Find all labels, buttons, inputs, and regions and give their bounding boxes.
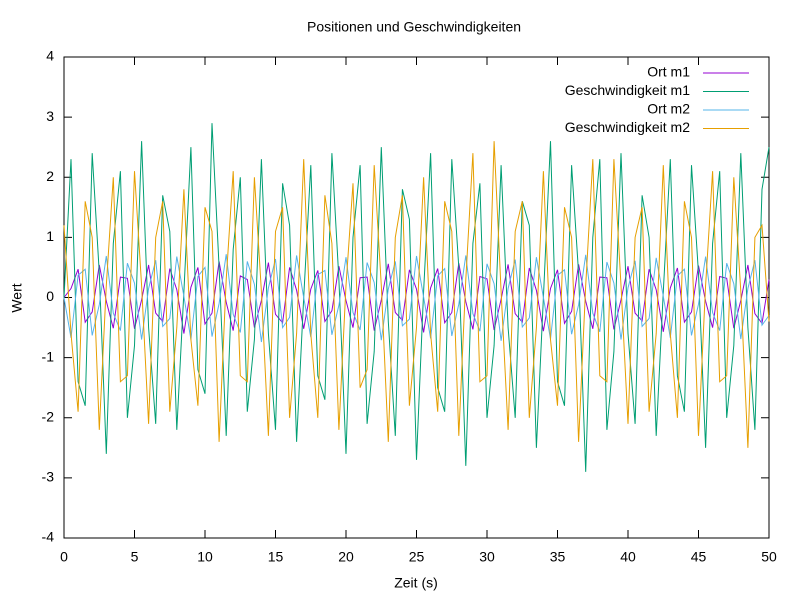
y-tick-label: 3 [46, 108, 54, 124]
y-tick-label: -3 [42, 469, 55, 485]
x-tick-label: 10 [197, 549, 213, 565]
y-tick-label: -2 [42, 408, 55, 424]
series-line [63, 141, 770, 448]
x-axis-label: Zeit (s) [394, 575, 438, 591]
y-tick-label: 4 [46, 48, 54, 64]
x-tick-label: 40 [620, 549, 636, 565]
legend-label: Ort m1 [647, 64, 690, 80]
x-tick-label: 0 [60, 549, 68, 565]
y-axis-label: Wert [9, 283, 25, 312]
x-tick-label: 15 [268, 549, 284, 565]
x-tick-label: 50 [761, 549, 777, 565]
legend-label: Geschwindigkeit m1 [565, 82, 690, 98]
x-tick-label: 45 [691, 549, 707, 565]
series-line [63, 254, 770, 343]
y-tick-label: -4 [42, 529, 55, 545]
series-line [63, 261, 770, 334]
chart-title: Positionen und Geschwindigkeiten [307, 19, 521, 35]
y-tick-label: 2 [46, 168, 54, 184]
series-line [63, 123, 770, 472]
x-tick-label: 20 [338, 549, 354, 565]
y-tick-label: 1 [46, 228, 54, 244]
x-tick-label: 5 [131, 549, 139, 565]
x-tick-label: 25 [409, 549, 425, 565]
legend-label: Geschwindigkeit m2 [565, 119, 690, 135]
x-tick-label: 35 [550, 549, 566, 565]
x-tick-label: 30 [479, 549, 495, 565]
y-tick-label: -1 [42, 348, 55, 364]
y-tick-label: 0 [46, 288, 54, 304]
legend-label: Ort m2 [647, 101, 690, 117]
